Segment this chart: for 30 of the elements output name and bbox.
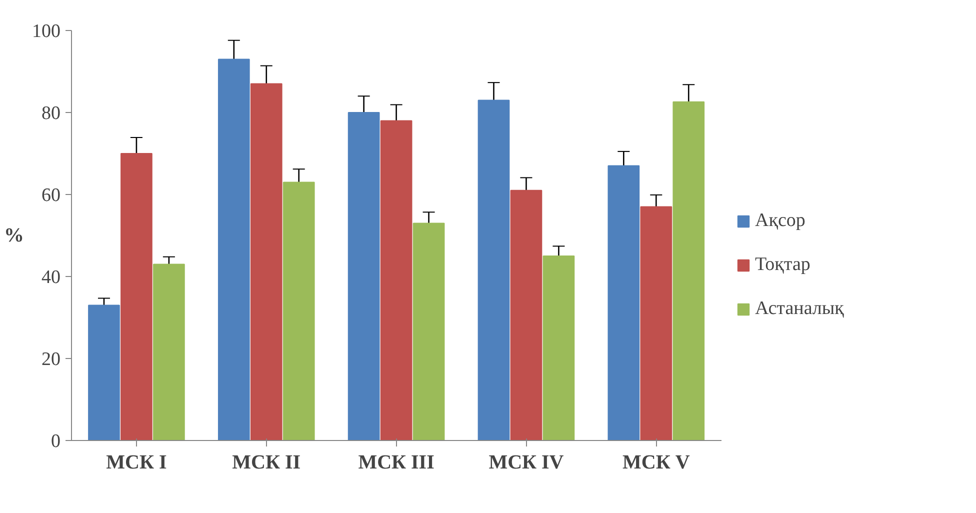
bar — [250, 83, 282, 440]
x-tick-label: МСК III — [358, 452, 435, 474]
bar — [88, 304, 120, 440]
bar — [348, 112, 380, 440]
bar — [218, 58, 250, 440]
bar — [120, 153, 152, 440]
bar — [478, 100, 510, 440]
bar — [380, 120, 412, 440]
y-tick-label: 40 — [42, 267, 60, 288]
x-tick-label: МСК V — [622, 452, 690, 474]
y-tick-label: 60 — [42, 185, 60, 206]
y-tick-label: 100 — [32, 21, 60, 42]
x-tick-label: МСК II — [232, 452, 301, 474]
bar — [510, 190, 542, 440]
x-tick-label: МСК IV — [488, 452, 564, 474]
y-tick-label: 80 — [42, 103, 60, 124]
bar — [640, 206, 672, 440]
bar — [282, 182, 315, 440]
bar — [542, 256, 575, 440]
bar — [672, 101, 705, 440]
bar — [608, 165, 640, 440]
legend-label: Ақсор — [755, 210, 806, 232]
legend-label: Тоқтар — [755, 254, 810, 276]
x-tick-label: МСК I — [106, 452, 167, 474]
y-tick-label: 20 — [42, 349, 60, 370]
bar — [412, 222, 445, 440]
bar — [153, 264, 185, 440]
legend-label: Астаналық — [755, 298, 844, 320]
y-tick-label: 0 — [51, 431, 60, 452]
y-axis-title: % — [4, 224, 24, 246]
